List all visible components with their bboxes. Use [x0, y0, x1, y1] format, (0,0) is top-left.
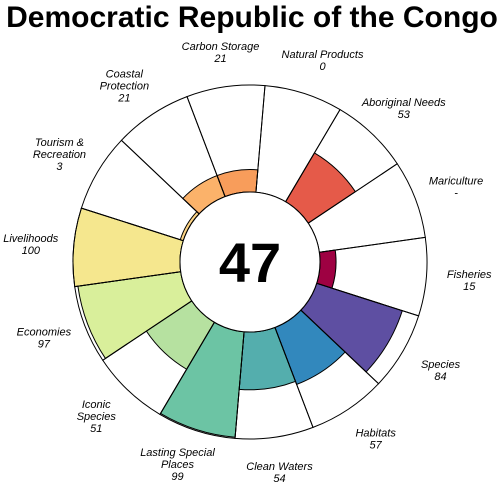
petal-label-13: Mariculture -: [429, 176, 483, 200]
petal-label-12: Aboriginal Needs 53: [361, 97, 446, 121]
petal-label-9: Coastal Protection 21: [100, 69, 150, 105]
petal-label-line: Fisheries: [447, 269, 492, 281]
petal-score: 97: [38, 338, 51, 350]
petal-score: 0: [319, 61, 326, 73]
petal-label-line: Species: [77, 411, 117, 423]
petal-label-7: Livelihoods 100: [3, 233, 59, 257]
petal-label-line: Carbon Storage: [182, 41, 260, 53]
petal-score: 21: [213, 53, 226, 65]
petal-label-4: Lasting Special Places 99: [140, 447, 215, 483]
petal-label-line: Recreation: [33, 149, 86, 161]
petal-label-line: Economies: [17, 326, 72, 338]
petal-label-line: Mariculture: [429, 176, 483, 188]
petal-label-10: Carbon Storage 21: [182, 41, 260, 65]
petal-label-2: Habitats 57: [355, 427, 396, 451]
petal-label-0: Fisheries 15: [447, 269, 492, 293]
petal-score: 3: [56, 161, 63, 173]
petal-label-6: Economies 97: [17, 326, 72, 350]
petal-label-11: Natural Products 0: [282, 49, 364, 73]
petal-label-line: Clean Waters: [246, 461, 313, 473]
petal-label-line: Natural Products: [282, 49, 364, 61]
petal-label-line: Protection: [100, 81, 150, 93]
petal-label-line: Livelihoods: [3, 233, 59, 245]
center-disc: [179, 191, 321, 333]
petal-label-line: Places: [161, 459, 195, 471]
petal-score: 15: [463, 281, 476, 293]
petal-label-3: Clean Waters 54: [246, 461, 313, 485]
petal-score: 100: [22, 245, 41, 257]
petal-score: 99: [171, 471, 183, 483]
petal-score: 21: [117, 93, 130, 105]
petal-label-line: Tourism &: [35, 137, 84, 149]
petal-label-5: Iconic Species 51: [77, 399, 117, 435]
petal-score: 57: [370, 439, 383, 451]
petal-label-line: Species: [421, 359, 461, 371]
petal-score: 51: [90, 423, 102, 435]
center-score: 47: [219, 231, 281, 294]
petal-score: 54: [273, 473, 285, 485]
petal-label-line: Iconic: [82, 399, 111, 411]
petal-score: 84: [434, 371, 446, 383]
petal-label-line: Lasting Special: [140, 447, 215, 459]
petal-label-line: Aboriginal Needs: [361, 97, 446, 109]
petal-label-1: Species 84: [421, 359, 461, 383]
petal-label-line: Coastal: [106, 69, 144, 81]
chart-title: Democratic Republic of the Congo: [6, 1, 498, 34]
petal-label-line: Habitats: [355, 427, 396, 439]
petal-score: -: [454, 188, 458, 200]
petal-score: 53: [398, 109, 411, 121]
petal-label-8: Tourism & Recreation 3: [33, 137, 86, 173]
